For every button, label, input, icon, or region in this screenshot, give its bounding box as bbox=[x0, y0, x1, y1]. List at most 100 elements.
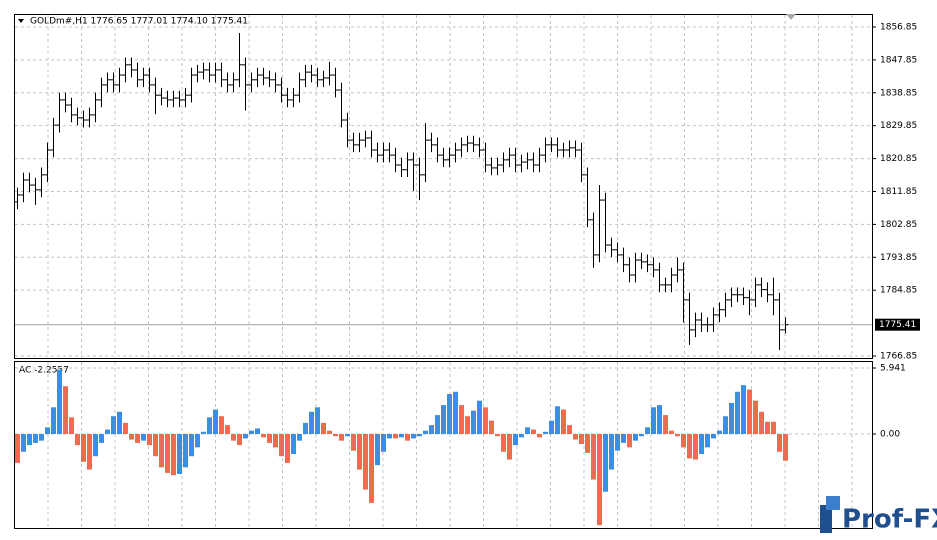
shift-marker[interactable] bbox=[786, 14, 796, 20]
histogram-bar bbox=[333, 434, 338, 437]
ohlc-bar bbox=[350, 132, 357, 153]
histogram-bar bbox=[411, 434, 416, 439]
histogram-bar bbox=[651, 407, 656, 434]
histogram-bar bbox=[255, 428, 260, 434]
ohlc-bar bbox=[626, 257, 633, 283]
histogram-bar bbox=[573, 434, 578, 440]
y-tick-label: 1766.85 bbox=[880, 351, 917, 361]
histogram-bar bbox=[645, 427, 650, 434]
ohlc-bar bbox=[176, 90, 183, 108]
ohlc-bar bbox=[26, 172, 33, 193]
ohlc-bar bbox=[620, 247, 627, 273]
histogram-bar bbox=[225, 425, 230, 434]
ohlc-bar bbox=[656, 262, 663, 293]
ohlc-bar bbox=[290, 87, 297, 108]
histogram-bar bbox=[153, 434, 158, 457]
histogram-bar bbox=[585, 434, 590, 453]
ohlc-bar bbox=[530, 152, 537, 173]
histogram-bar bbox=[603, 434, 608, 492]
histogram-bar bbox=[729, 402, 734, 434]
ohlc-bar bbox=[110, 72, 117, 93]
histogram-bar bbox=[249, 430, 254, 434]
ohlc-bar bbox=[194, 64, 201, 83]
ohlc-bar bbox=[704, 317, 711, 333]
ohlc-bar bbox=[434, 137, 441, 163]
ohlc-bar bbox=[488, 157, 495, 176]
ohlc-bar bbox=[560, 142, 567, 158]
ohlc-bar bbox=[224, 72, 231, 93]
ohlc-bar bbox=[590, 212, 597, 268]
menu-triangle[interactable] bbox=[18, 19, 24, 23]
histogram-bar bbox=[51, 407, 56, 434]
ohlc-bar bbox=[578, 142, 585, 183]
histogram-bar bbox=[435, 415, 440, 434]
ohlc-bar bbox=[764, 282, 771, 303]
ohlc-bar bbox=[518, 154, 525, 173]
ohlc-bar bbox=[692, 312, 699, 338]
ohlc-bar bbox=[344, 112, 351, 148]
ohlc-bar bbox=[140, 67, 147, 88]
ohlc-bar bbox=[668, 267, 675, 293]
histogram-bar bbox=[231, 434, 236, 441]
ohlc-bar bbox=[302, 64, 309, 88]
ohlc-bar bbox=[512, 147, 519, 173]
ohlc-bar bbox=[218, 62, 225, 88]
y-tick-label: 1811.85 bbox=[880, 187, 917, 197]
ohlc-bar bbox=[638, 252, 645, 270]
histogram-bar bbox=[759, 411, 764, 434]
histogram-bar bbox=[369, 434, 374, 503]
ohlc-bar bbox=[86, 107, 93, 128]
histogram-bar bbox=[531, 429, 536, 434]
histogram-bar bbox=[261, 434, 266, 438]
histogram-bar bbox=[711, 434, 716, 439]
ohlc-bar bbox=[410, 152, 417, 191]
ohlc-bar bbox=[266, 70, 273, 88]
ohlc-bar bbox=[338, 82, 345, 128]
histogram-bar bbox=[405, 434, 410, 441]
ohlc-bar bbox=[314, 67, 321, 88]
histogram-bar bbox=[111, 416, 116, 434]
price-panel bbox=[14, 14, 873, 359]
ohlc-bar bbox=[188, 67, 195, 103]
ohlc-bar bbox=[134, 62, 141, 88]
ohlc-bar bbox=[260, 67, 267, 86]
ohlc-bar bbox=[212, 62, 219, 83]
ohlc-bar bbox=[164, 90, 171, 108]
histogram-bar bbox=[489, 420, 494, 434]
histogram-bar bbox=[39, 434, 44, 441]
y-tick-label: 1829.85 bbox=[880, 121, 917, 131]
histogram-bar bbox=[549, 420, 554, 434]
histogram-bar bbox=[465, 416, 470, 434]
logo-mark bbox=[826, 496, 840, 510]
histogram-bar bbox=[243, 434, 248, 439]
ohlc-bar bbox=[296, 72, 303, 103]
histogram-bar bbox=[771, 421, 776, 434]
ohlc-bar bbox=[332, 67, 339, 98]
histogram-bar bbox=[273, 434, 278, 448]
ohlc-bar bbox=[422, 123, 429, 183]
ohlc-bar bbox=[398, 157, 405, 178]
histogram-bar bbox=[639, 434, 644, 437]
histogram-bar bbox=[381, 434, 386, 452]
histogram-bar bbox=[615, 434, 620, 451]
histogram-bar bbox=[15, 434, 20, 463]
histogram-bar bbox=[681, 434, 686, 448]
y-tick-label: 1802.85 bbox=[880, 220, 917, 230]
histogram-bar bbox=[627, 434, 632, 448]
histogram-bar bbox=[507, 434, 512, 460]
ohlc-bar bbox=[236, 33, 243, 88]
histogram-bar bbox=[315, 407, 320, 434]
ohlc-bar bbox=[782, 317, 789, 334]
ohlc-bar bbox=[464, 135, 471, 153]
y-tick-label: 1793.85 bbox=[880, 253, 917, 263]
histogram-bar bbox=[75, 434, 80, 446]
ohlc-bar bbox=[146, 67, 153, 93]
histogram-bar bbox=[567, 425, 572, 434]
ohlc-bar bbox=[362, 130, 369, 148]
ohlc-bar bbox=[254, 67, 261, 88]
ohlc-bar bbox=[182, 87, 189, 108]
ohlc-bar bbox=[440, 147, 447, 168]
ohlc-bar bbox=[404, 152, 411, 178]
ohlc-bar bbox=[62, 92, 69, 113]
